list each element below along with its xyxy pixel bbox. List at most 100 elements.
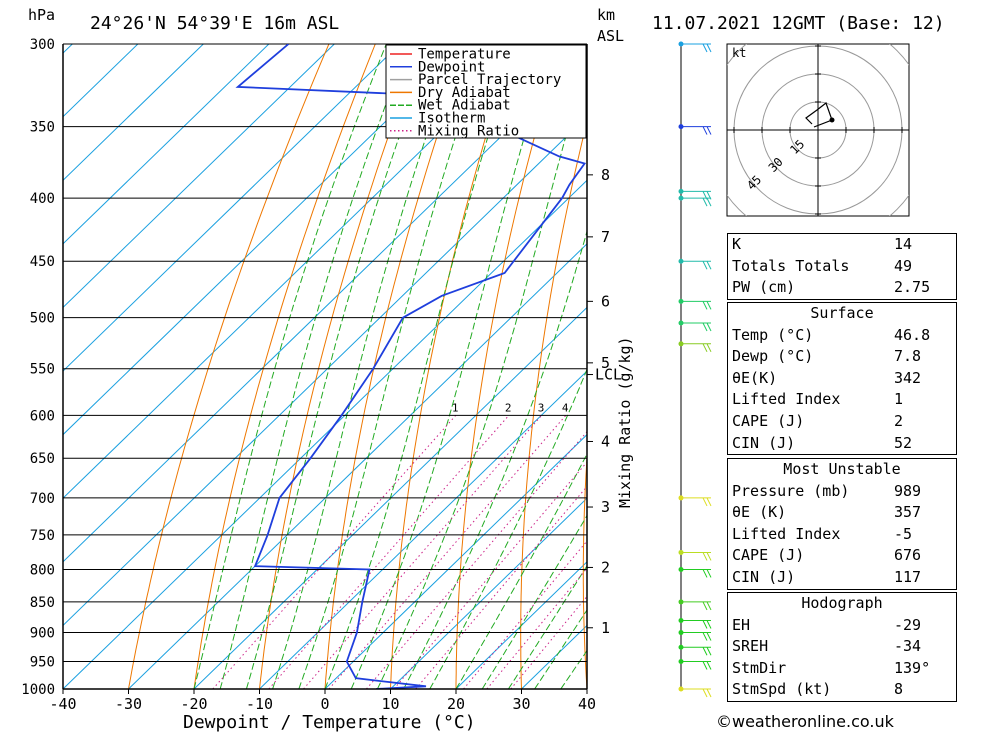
mixing-ratio-line — [212, 414, 457, 689]
mixing-ratio-label: 1 — [452, 401, 459, 414]
most-unstable-row: CIN (J) 117 — [732, 567, 922, 586]
location-label: 24°26'N 54°39'E 16m ASL — [90, 13, 339, 34]
most-unstable-row: Pressure (mb) 989 — [732, 481, 922, 500]
surface-row: Temp (°C) 46.8 — [732, 325, 931, 344]
legend-label: Mixing Ratio — [418, 123, 519, 139]
hodograph-trace — [805, 102, 833, 128]
hodograph-row: StmSpd (kt) 8 — [732, 680, 904, 699]
pressure-tick-label: 500 — [30, 311, 55, 327]
pressure-tick-label: 550 — [30, 362, 55, 378]
height-tick-label: 3 — [601, 498, 610, 516]
datetime-label: 11.07.2021 12GMT (Base: 12) — [652, 13, 945, 34]
most-unstable-table: Most Unstable Pressure (mb) 989 θE (K) 357… — [727, 458, 957, 590]
wind-barb — [681, 197, 712, 207]
wind-barb — [681, 620, 712, 629]
wet-adiabat-line — [219, 44, 410, 689]
isotherm-line — [63, 44, 466, 436]
wet-adiabat-line — [298, 44, 487, 689]
indices-basic-table: K 14 Totals Totals 49 PW (cm) 2.75 — [727, 233, 957, 300]
x-tick-label: 20 — [447, 695, 465, 713]
legend-box — [385, 44, 587, 139]
isotherm-line — [63, 44, 270, 245]
pressure-tick-label: 700 — [30, 491, 55, 507]
index-row-k: K 14 — [732, 235, 913, 253]
height-tick-label: 1 — [601, 619, 610, 637]
surface-row: Lifted Index 1 — [732, 390, 904, 409]
hodograph-title: Hodograph — [801, 594, 883, 612]
x-tick-label: -10 — [246, 695, 273, 713]
hodograph-row: EH -29 — [732, 615, 922, 634]
most-unstable-title: Most Unstable — [783, 460, 901, 478]
dry-adiabat-line — [644, 44, 700, 689]
copyright-link[interactable]: ©weatheronline.co.uk — [716, 712, 894, 731]
isotherm-line — [63, 44, 139, 118]
wind-barb — [681, 43, 712, 53]
legend-label: Parcel Trajectory — [418, 72, 561, 88]
isotherm-line — [63, 44, 335, 309]
isotherm-line — [63, 44, 204, 181]
wind-barb — [681, 260, 712, 270]
wind-barb — [681, 601, 712, 611]
pressure-tick-label: 650 — [30, 451, 55, 467]
legend-label: Temperature — [418, 47, 511, 63]
height-unit-asl: ASL — [597, 27, 624, 45]
x-tick-label: 0 — [320, 695, 329, 713]
surface-row: Dewp (°C) 7.8 — [732, 347, 922, 366]
hodograph-unit-label: kt — [732, 46, 746, 60]
isotherm-line — [390, 497, 587, 689]
height-tick-label: 4 — [601, 432, 610, 450]
mixing-ratio-label: 4 — [562, 401, 569, 414]
wind-barb — [681, 688, 712, 698]
profile-lines — [235, 44, 587, 689]
dry-adiabat-line — [193, 44, 376, 689]
isotherm-line — [63, 179, 587, 689]
most-unstable-row: θE (K) 357 — [732, 503, 922, 522]
wet-adiabat-line — [350, 44, 553, 689]
hodograph-row: SREH -34 — [732, 637, 922, 656]
pressure-unit: hPa — [28, 6, 55, 24]
wind-barb — [681, 646, 712, 656]
x-tick-label: 10 — [381, 695, 399, 713]
index-row-totals: Totals Totals 49 — [732, 256, 913, 275]
legend-label: Dewpoint — [418, 59, 485, 75]
pressure-tick-label: 600 — [30, 408, 55, 424]
pressure-gridlines: 300 350 400 450 500 550 600 650 700 750 800 850 900 9… — [21, 37, 587, 698]
pressure-tick-label: 450 — [30, 254, 55, 270]
height-tick-label: 7 — [601, 228, 610, 246]
surface-row: θE(K) 342 — [732, 368, 922, 387]
wind-profile — [678, 41, 712, 698]
mixing-ratio-label: 6 — [597, 401, 604, 414]
wind-barb — [681, 497, 712, 507]
height-tick-label: 5 — [601, 354, 610, 372]
surface-table: Surface Temp (°C) 46.8 Dewp (°C) 7.8 θE(K)… — [727, 302, 957, 456]
pressure-tick-label: 800 — [30, 562, 55, 578]
hodograph-table: Hodograph EH -29 SREH -34 StmDir 139° StmSp… — [727, 592, 957, 702]
isotherm-line — [128, 243, 587, 689]
hodograph-storm-motion-dot — [829, 117, 835, 123]
legend-label: Wet Adiabat — [418, 98, 511, 114]
wind-barb — [681, 126, 712, 135]
legend-label: Isotherm — [418, 111, 485, 127]
wind-barb — [681, 661, 712, 670]
mixing-ratio-label: 16 — [689, 401, 702, 414]
pressure-tick-label: 1000 — [21, 682, 55, 698]
isotherm-line — [455, 561, 587, 689]
pressure-tick-label: 300 — [30, 37, 55, 53]
mixing-ratio-label: 3 — [538, 401, 545, 414]
wet-adiabat-line — [429, 368, 587, 689]
wet-adiabat-line — [272, 44, 459, 689]
legend-label: Dry Adiabat — [418, 85, 511, 101]
series-dewpoint — [235, 44, 587, 689]
wind-barb — [681, 322, 712, 332]
mixing-ratio-label: 2 — [505, 401, 512, 414]
height-tick-label: 8 — [601, 166, 610, 184]
mixing-ratio-label: 20 — [711, 401, 724, 414]
mixing-ratio-label: 10 — [644, 401, 657, 414]
height-tick-label: 2 — [601, 558, 610, 576]
mixing-ratio-line — [303, 414, 543, 689]
wet-adiabat-line — [245, 44, 434, 689]
lcl-label: LCL — [595, 366, 622, 384]
